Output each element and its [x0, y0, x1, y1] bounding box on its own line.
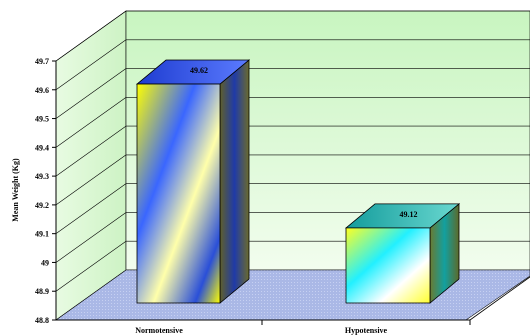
y-tick-label: 48.9 — [35, 287, 49, 296]
gridline-diag — [55, 97, 127, 148]
bar-hypotensive: 49.12 — [344, 203, 461, 304]
gridline-diag — [55, 68, 127, 119]
gridline-diag — [55, 240, 127, 292]
gridline-diag — [55, 154, 127, 206]
floor-edge — [469, 276, 530, 321]
side-wall — [55, 10, 127, 321]
y-tick-label: 49.1 — [35, 230, 49, 239]
y-tick-label: 49.5 — [35, 115, 49, 124]
y-tick-label: 49.3 — [35, 172, 49, 181]
gridline-diag — [55, 125, 127, 177]
y-axis-title: Mean Weight (Kg) — [11, 158, 20, 222]
y-tick-label: 48.8 — [35, 316, 49, 325]
data-label: 49.12 — [400, 210, 418, 219]
y-tick-label: 49.4 — [35, 143, 49, 152]
bar-front — [345, 227, 431, 304]
data-label: 49.62 — [190, 66, 208, 75]
bar-front — [136, 83, 221, 304]
y-tick-label: 49.6 — [35, 86, 49, 95]
y-tick-label: 49 — [41, 258, 49, 267]
x-tick-label: Normotensive — [135, 326, 183, 335]
x-tick-label: Hypotensive — [345, 326, 388, 335]
gridline-diag — [55, 183, 127, 234]
gridline-diag — [55, 10, 127, 62]
y-tick-label: 49.7 — [35, 57, 49, 66]
gridline-diag — [55, 39, 127, 91]
gridline-diag — [55, 212, 127, 263]
bar-normotensive: 49.62 — [135, 59, 251, 304]
y-tick-label: 49.2 — [35, 201, 49, 210]
y-axis-ticks: 48.8 48.9 49 49.1 49.2 49.3 49.4 49.5 49.6 49.7 — [35, 57, 56, 325]
x-axis-ticks: Normotensive Hypotensive — [135, 320, 471, 335]
bars: 49.62 49.12 — [135, 59, 461, 304]
bar-side — [219, 59, 250, 304]
